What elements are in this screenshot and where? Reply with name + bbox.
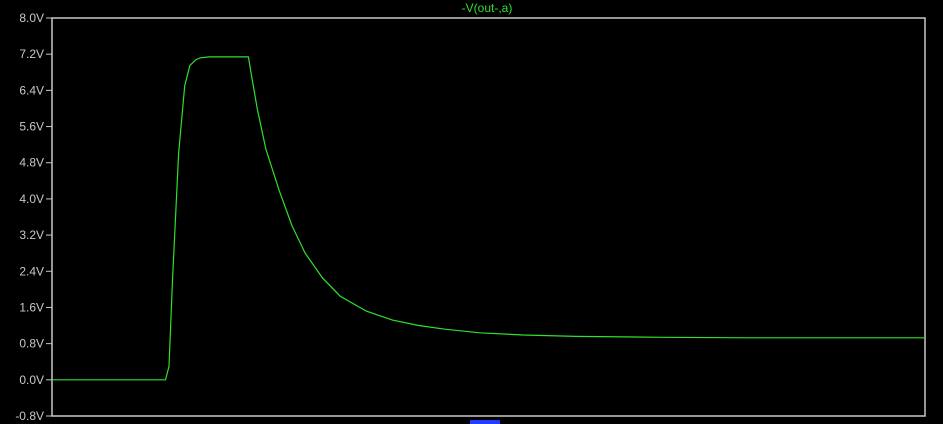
x-axis-label-hint [470, 420, 500, 424]
y-tick-label: -0.8V [15, 409, 44, 423]
y-tick-label: 1.6V [19, 300, 44, 314]
y-tick-label: 4.0V [19, 192, 44, 206]
y-tick-label: 3.2V [19, 228, 44, 242]
trace-line[interactable] [52, 56, 925, 381]
y-tick-label: 5.6V [19, 120, 44, 134]
trace-title[interactable]: -V(out-,a) [462, 1, 513, 15]
y-tick-label: 8.0V [19, 11, 44, 25]
y-tick-label: 7.2V [19, 47, 44, 61]
y-tick-label: 4.8V [19, 156, 44, 170]
y-tick-label: 0.8V [19, 337, 44, 351]
y-tick-label: 6.4V [19, 83, 44, 97]
plot-frame [51, 17, 926, 417]
y-tick-label: 0.0V [19, 373, 44, 387]
y-tick-label: 2.4V [19, 264, 44, 278]
y-axis-ticks: 8.0V 7.2V 6.4V 5.6V 4.8V 4.0V 3.2V 2.4V 1.6V 0.8V… [15, 11, 52, 423]
